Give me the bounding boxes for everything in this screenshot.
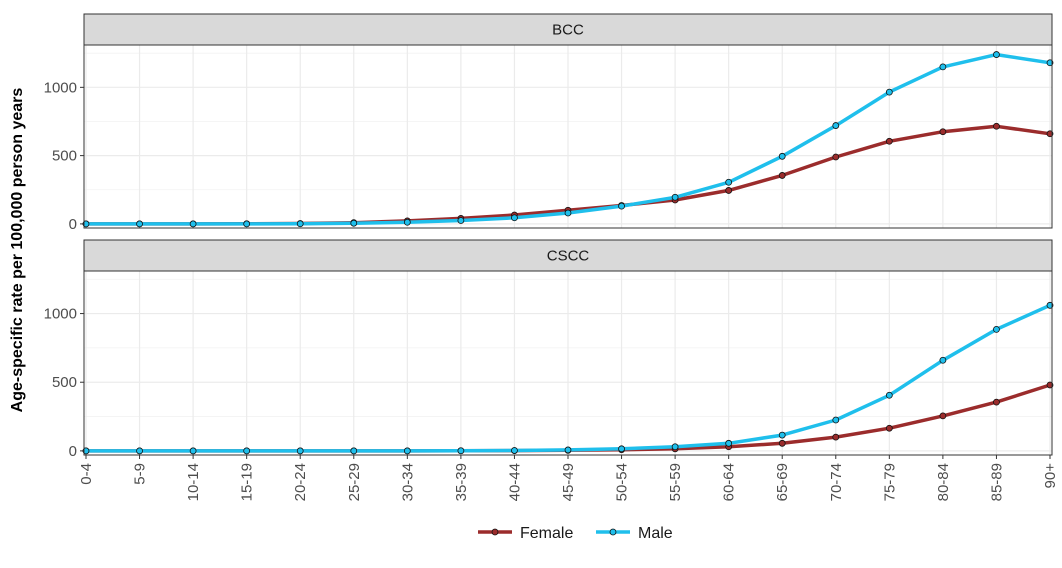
x-tick-label: 5-9	[132, 463, 149, 485]
x-tick-label: 60-64	[721, 463, 738, 501]
data-point-male	[136, 220, 143, 228]
data-point-male	[778, 431, 786, 439]
data-point-male	[403, 218, 411, 226]
x-tick-label: 85-89	[988, 463, 1005, 501]
data-point-male	[832, 416, 840, 424]
x-tick-label: 75-79	[881, 463, 898, 501]
data-point-female	[993, 122, 1000, 130]
data-point-female	[885, 137, 893, 145]
data-point-male	[671, 443, 679, 451]
x-tick-label: 0-4	[78, 463, 95, 485]
y-tick-label: 500	[52, 148, 77, 165]
data-point-male	[350, 447, 358, 455]
data-point-male	[778, 152, 786, 160]
x-axis: 0-4 5-9 10-14 15-19 20-24 25-29 30-34 35-39 40-4…	[78, 455, 1059, 501]
x-tick-label: 25-29	[346, 463, 363, 501]
data-point-female	[725, 187, 733, 194]
x-tick-label: 90+	[1042, 463, 1059, 489]
data-point-male	[189, 220, 197, 228]
legend-label-female: Female	[520, 525, 573, 542]
strip-label-bcc: BCC	[552, 22, 584, 39]
data-point-male	[564, 446, 572, 454]
data-point-male	[296, 220, 304, 228]
x-tick-label: 35-39	[453, 463, 470, 501]
data-point-male	[457, 447, 465, 455]
data-point-female	[885, 424, 893, 432]
x-tick-label: 15-19	[239, 463, 256, 501]
data-point-male	[243, 220, 251, 228]
legend-marker-female	[491, 528, 499, 536]
data-point-male	[136, 447, 143, 455]
data-point-female	[778, 172, 786, 179]
data-point-male	[243, 447, 251, 455]
strip-cscc	[83, 239, 1053, 272]
panel-bcc: BCC 0 500 1000	[44, 13, 1054, 233]
strip-bcc	[83, 13, 1053, 46]
data-point-female	[939, 412, 947, 420]
data-point-male	[350, 219, 358, 227]
x-tick-label: 80-84	[935, 463, 952, 501]
data-point-female	[832, 153, 840, 161]
x-tick-label: 50-54	[614, 463, 631, 501]
data-point-male	[725, 178, 733, 186]
x-tick-label: 40-44	[506, 463, 523, 501]
y-axis-label: Age-specific rate per 100,000 person yea…	[9, 88, 26, 413]
data-point-female	[993, 398, 1000, 406]
data-point-male	[939, 63, 947, 71]
y-tick-label: 0	[69, 443, 77, 460]
x-tick-label: 10-14	[185, 463, 202, 501]
data-point-male	[885, 391, 893, 399]
data-point-male	[725, 439, 733, 447]
data-point-male	[993, 325, 1000, 333]
panel-border	[83, 44, 1053, 229]
data-point-male	[885, 88, 893, 96]
x-tick-label: 55-59	[667, 463, 684, 501]
legend-label-male: Male	[638, 525, 673, 542]
data-point-male	[564, 209, 572, 217]
data-point-female	[939, 128, 947, 136]
data-point-male	[671, 193, 679, 201]
x-tick-label: 70-74	[828, 463, 845, 501]
x-tick-label: 45-49	[560, 463, 577, 501]
data-point-male	[832, 122, 840, 129]
data-point-male	[511, 447, 518, 454]
x-tick-label: 65-69	[774, 463, 791, 501]
legend: Female Male	[478, 525, 673, 542]
data-point-male	[296, 447, 304, 455]
data-point-male	[511, 214, 518, 222]
data-point-male	[457, 217, 465, 224]
x-tick-label: 30-34	[399, 463, 416, 501]
y-tick-label: 1000	[44, 79, 77, 96]
y-tick-label: 0	[69, 216, 77, 233]
data-point-female	[832, 433, 840, 441]
data-point-male	[939, 356, 947, 364]
data-point-male	[189, 447, 197, 455]
chart-panels: BCC 0 500 1000 CSCC 0 500 1000	[44, 13, 1054, 460]
data-point-male	[618, 445, 625, 453]
panel-cscc: CSCC 0 500 1000	[44, 239, 1054, 460]
y-tick-label: 1000	[44, 306, 77, 323]
legend-marker-male	[609, 528, 617, 536]
data-point-male	[993, 51, 1000, 58]
x-tick-label: 20-24	[292, 463, 309, 501]
data-point-male	[403, 447, 411, 455]
y-tick-label: 500	[52, 374, 77, 391]
data-point-male	[618, 202, 625, 210]
strip-label-cscc: CSCC	[547, 248, 590, 265]
data-point-female	[778, 439, 786, 447]
